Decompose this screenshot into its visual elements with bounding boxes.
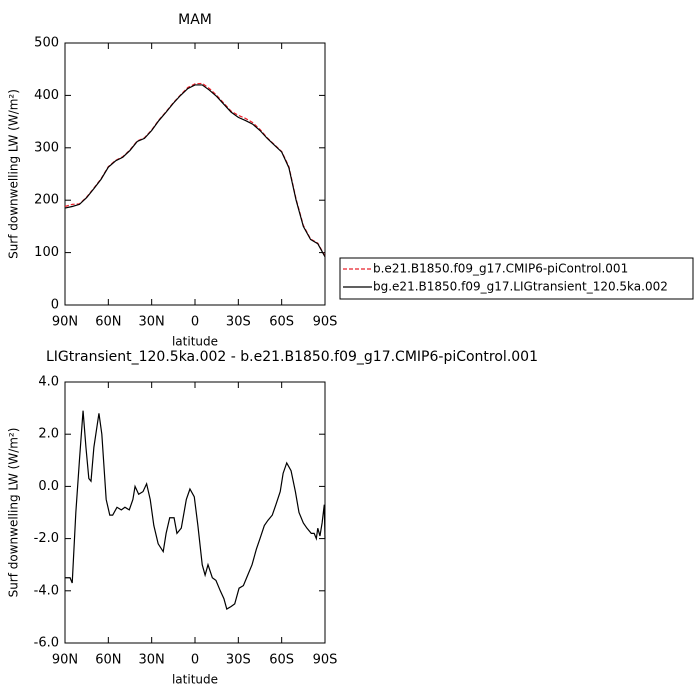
y-tick-label: 100 — [34, 245, 59, 260]
y-tick-label: 200 — [34, 193, 59, 208]
y-tick-label: 500 — [34, 36, 59, 51]
x-tick-label: 60N — [95, 315, 121, 330]
legend-label: b.e21.B1850.f09_g17.CMIP6-piControl.001 — [373, 262, 628, 276]
x-tick-label: 0 — [191, 315, 199, 330]
legend-label: bg.e21.B1850.f09_g17.LIGtransient_120.5k… — [373, 280, 668, 294]
y-tick-label: -4.0 — [34, 583, 59, 598]
data-line — [65, 410, 326, 610]
y-tick-label: -6.0 — [34, 636, 59, 651]
x-tick-label: 90N — [52, 315, 78, 330]
plot-frame — [64, 381, 326, 644]
x-tick-label: 90S — [313, 315, 338, 330]
chart-title: MAM — [178, 12, 212, 28]
data-line — [64, 82, 326, 257]
x-tick-label: 0 — [191, 653, 199, 668]
y-tick-label: 300 — [34, 140, 59, 155]
y-tick-label: 0.0 — [38, 479, 59, 494]
y-tick-label: 0 — [51, 298, 59, 313]
y-tick-label: -2.0 — [34, 531, 59, 546]
x-tick-label: 60S — [269, 653, 294, 668]
x-axis-label: latitude — [172, 673, 218, 687]
data-line — [64, 84, 326, 258]
x-tick-label: 60S — [269, 315, 294, 330]
y-tick-label: 4.0 — [38, 375, 59, 390]
y-tick-label: 400 — [34, 88, 59, 103]
x-tick-label: 60N — [95, 653, 121, 668]
plot-frame — [64, 42, 326, 306]
x-tick-label: 30N — [139, 653, 165, 668]
x-tick-label: 90N — [52, 653, 78, 668]
legend-box — [339, 257, 694, 300]
x-tick-label: 30N — [139, 315, 165, 330]
y-axis-label: Surf downwelling LW (W/m²) — [7, 89, 21, 259]
x-axis-label: latitude — [172, 335, 218, 349]
y-tick-label: 2.0 — [38, 427, 59, 442]
x-tick-label: 30S — [226, 653, 251, 668]
chart-title: LIGtransient_120.5ka.002 - b.e21.B1850.f… — [46, 349, 538, 365]
x-tick-label: 90S — [313, 653, 338, 668]
y-axis-label: Surf downwelling LW (W/m²) — [7, 428, 21, 598]
x-tick-label: 30S — [226, 315, 251, 330]
